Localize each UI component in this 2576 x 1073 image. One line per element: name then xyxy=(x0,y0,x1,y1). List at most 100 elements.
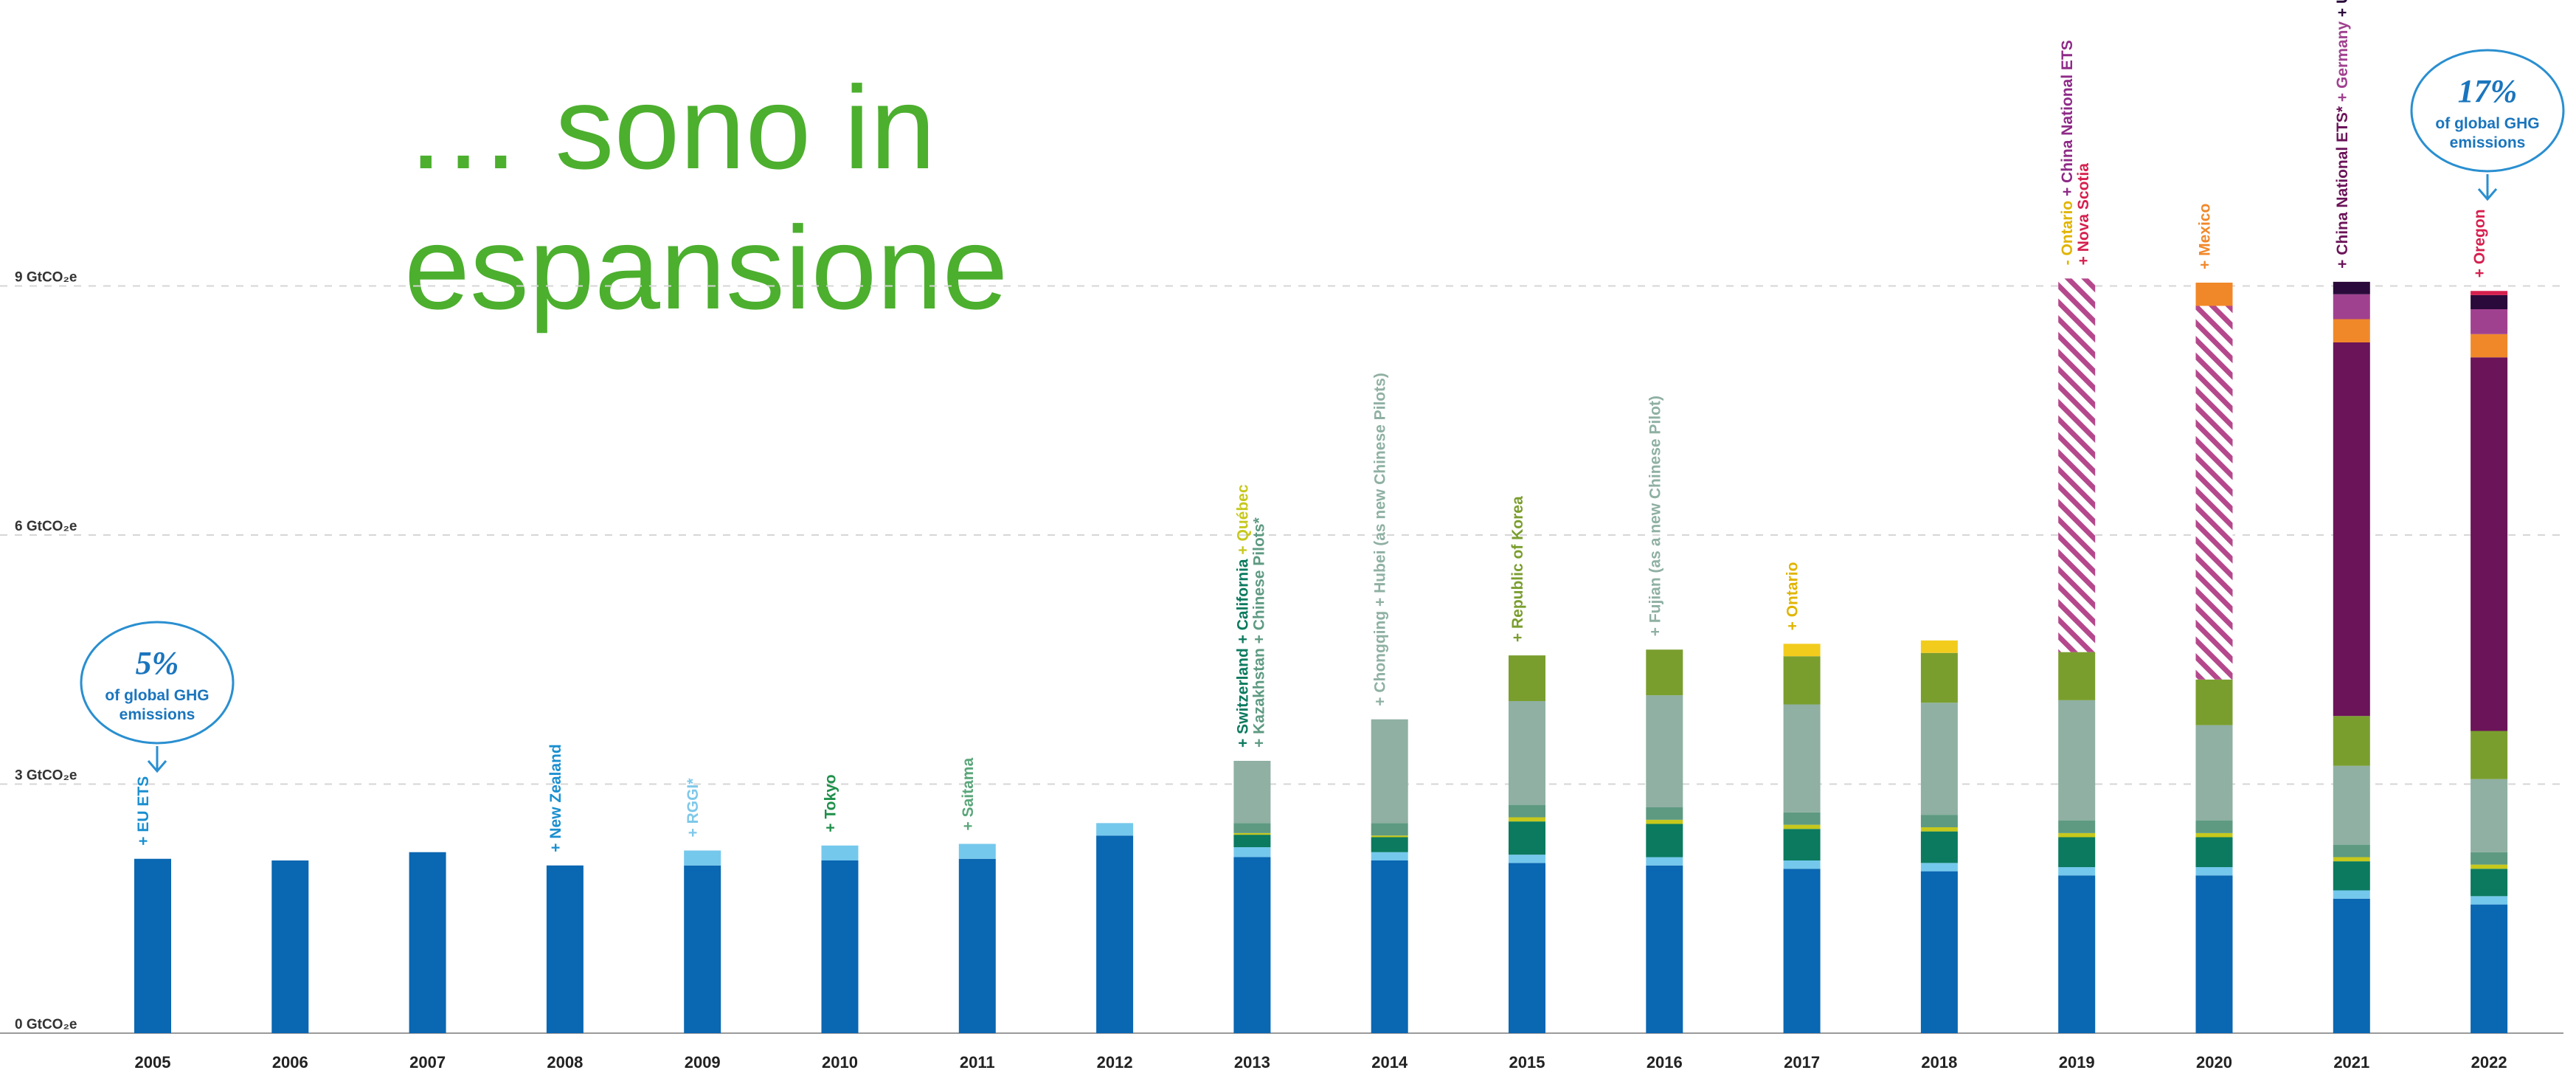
callout-value: 17% xyxy=(2458,73,2518,109)
x-tick-label: 2013 xyxy=(1234,1053,1270,1072)
share-callout: 5% of global GHG emissions xyxy=(80,621,235,773)
y-tick-label: 3 GtCO₂e xyxy=(15,768,77,784)
bar-segment xyxy=(1920,640,1958,653)
bar-segment xyxy=(1783,656,1821,705)
x-tick-label: 2006 xyxy=(272,1053,308,1072)
bar-segment xyxy=(2195,832,2233,838)
bar-segment xyxy=(1509,804,1545,818)
annotation-part: + Mexico xyxy=(2197,204,2214,269)
bar-segment xyxy=(1371,852,1408,860)
bar-segment xyxy=(1920,815,1958,827)
bar-segment xyxy=(2471,334,2508,358)
bar-segment xyxy=(2471,779,2508,852)
x-tick-label: 2017 xyxy=(1784,1053,1820,1072)
bar-segment xyxy=(821,860,859,1033)
callout-arrowhead xyxy=(2477,188,2498,201)
bar-segment xyxy=(2195,306,2233,680)
bar-segment xyxy=(684,865,721,1033)
bar-segment xyxy=(1646,819,1683,824)
bar-annotation: + Republic of Korea xyxy=(1509,496,1526,642)
bar-segment xyxy=(2333,716,2370,766)
bar-segment xyxy=(684,850,721,866)
y-tick-label: 6 GtCO₂e xyxy=(15,519,77,534)
x-tick-label: 2011 xyxy=(960,1053,995,1072)
x-tick-label: 2012 xyxy=(1097,1053,1133,1072)
bar-segment xyxy=(1371,823,1408,836)
bar-segment xyxy=(2333,890,2370,899)
bar-segment xyxy=(958,843,996,859)
bar-segment xyxy=(1783,812,1821,825)
bar-segment xyxy=(1509,817,1545,822)
bar-annotation: + China National ETS* + Germany + UK xyxy=(2334,0,2351,269)
x-tick-label: 2016 xyxy=(1647,1053,1683,1072)
bar-segment xyxy=(1783,860,1821,869)
bar-annotation: + New Zealand xyxy=(547,744,564,852)
bar-annotation: + Nova Scotia xyxy=(2075,163,2092,266)
bar-segment xyxy=(2471,291,2508,295)
callout-arrowhead xyxy=(147,760,167,773)
bar-segment xyxy=(2058,832,2096,838)
bar-segment xyxy=(1646,824,1683,858)
bar-segment xyxy=(2058,700,2096,821)
bar-segment xyxy=(2058,278,2096,652)
bar-segment xyxy=(2333,294,2370,320)
bar-segment xyxy=(1233,847,1271,858)
slide-title: … sono in espansione xyxy=(404,58,1142,338)
bar-segment xyxy=(2195,725,2233,821)
bar-segment xyxy=(1920,652,1958,703)
bar-segment xyxy=(1233,823,1271,833)
x-tick-label: 2022 xyxy=(2471,1053,2507,1072)
bar-segment xyxy=(1646,865,1683,1033)
bar-segment xyxy=(2333,765,2370,845)
bar-segment xyxy=(2471,869,2508,897)
callout-text-line-1: of global GHG xyxy=(105,687,209,704)
bar-segment xyxy=(1509,701,1545,805)
x-tick-label: 2021 xyxy=(2333,1053,2369,1072)
bar-segment xyxy=(1509,655,1545,701)
bar-segment xyxy=(2471,864,2508,869)
bar-segment xyxy=(546,865,584,1033)
bar-segment xyxy=(2195,679,2233,725)
bar-segment xyxy=(2333,342,2370,717)
bar-segment xyxy=(2058,867,2096,876)
callout-circle xyxy=(2410,49,2565,173)
bar-annotation: + RGGI* xyxy=(685,778,702,838)
bar-segment xyxy=(821,845,859,860)
annotation-part: - Ontario xyxy=(2059,201,2076,266)
annotation-part: + Republic of Korea xyxy=(1509,496,1526,642)
x-tick-label: 2007 xyxy=(409,1053,446,1072)
x-tick-label: 2010 xyxy=(822,1053,858,1072)
bar-annotation: + Mexico xyxy=(2197,204,2214,269)
annotation-part: + Germany xyxy=(2334,21,2351,106)
bar-segment xyxy=(271,860,309,1033)
bar-segment xyxy=(1233,761,1271,824)
x-tick-label: 2019 xyxy=(2059,1053,2095,1072)
bar-segment xyxy=(2333,857,2370,862)
bar-segment xyxy=(2195,867,2233,876)
callout-text-line-1: of global GHG xyxy=(2435,115,2539,132)
bar-segment xyxy=(1920,871,1958,1033)
share-callout: 17% of global GHG emissions xyxy=(2410,49,2565,201)
bar-segment xyxy=(1783,644,1821,657)
bar-segment xyxy=(1783,869,1821,1033)
bar-segment xyxy=(1783,824,1821,829)
annotation-part: + EU ETS xyxy=(135,776,152,846)
annotation-part: + China National ETS* xyxy=(2334,106,2351,269)
bar-segment xyxy=(2333,898,2370,1033)
y-tick-label: 9 GtCO₂e xyxy=(15,270,77,286)
bar-segment xyxy=(1783,829,1821,860)
bar-annotation: + Tokyo xyxy=(823,774,839,832)
annotation-part: + Chongqing + Hubei (as new Chinese Pilo… xyxy=(1372,373,1389,706)
annotation-part: + China National ETS xyxy=(2059,40,2076,201)
bar-segment xyxy=(1509,855,1545,863)
bar-segment xyxy=(1371,835,1408,838)
bar-segment xyxy=(2471,731,2508,779)
annotation-part: + New Zealand xyxy=(547,744,564,852)
bar-segment xyxy=(2195,283,2233,306)
bar-segment xyxy=(2333,844,2370,858)
annotation-part: + California xyxy=(1234,559,1251,648)
callout-text-line-2: emissions xyxy=(120,706,195,723)
bar-segment xyxy=(1371,837,1408,852)
bar-segment xyxy=(1509,863,1545,1033)
